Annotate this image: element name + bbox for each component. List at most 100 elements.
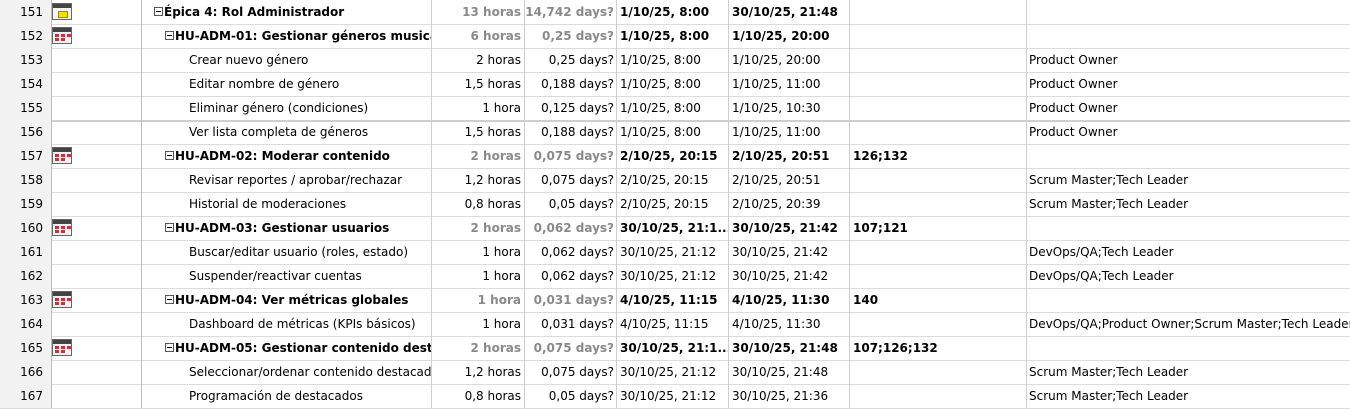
task-name-cell[interactable]: Editar nombre de género	[142, 72, 432, 96]
task-name-cell[interactable]: Eliminar género (condiciones)	[142, 96, 432, 120]
finish-cell[interactable]: 2/10/25, 20:39	[729, 192, 850, 216]
work-cell[interactable]: 0,8 horas	[432, 192, 525, 216]
task-row[interactable]: 151 Épica 4: Rol Administrador 13 horas 14,…	[0, 0, 1350, 25]
task-row[interactable]: 153 Crear nuevo género 2 horas 0,25 days? 1/…	[0, 48, 1350, 73]
start-cell[interactable]: 4/10/25, 11:15	[617, 288, 729, 312]
resource-names-cell[interactable]: DevOps/QA;Tech Leader	[1029, 269, 1174, 283]
duration-cell[interactable]: 0,062 days?	[525, 240, 617, 264]
work-cell[interactable]: 1 hora	[432, 240, 525, 264]
task-row[interactable]: 165 HU-ADM-05: Gestionar contenido desta 2…	[0, 336, 1350, 361]
resource-names-cell[interactable]	[1027, 216, 1350, 240]
task-name-cell[interactable]: Revisar reportes / aprobar/rechazar	[142, 168, 432, 192]
resource-names-cell[interactable]: Product Owner	[1029, 53, 1118, 67]
start-cell[interactable]: 1/10/25, 8:00	[617, 24, 729, 48]
resource-names-cell[interactable]: Product Owner	[1029, 77, 1118, 91]
finish-cell[interactable]: 1/10/25, 20:00	[729, 24, 850, 48]
finish-cell[interactable]: 30/10/25, 21:42	[729, 216, 850, 240]
work-cell[interactable]: 13 horas	[432, 0, 525, 24]
predecessors-cell[interactable]	[850, 72, 1027, 96]
finish-cell[interactable]: 1/10/25, 20:00	[729, 48, 850, 72]
work-cell[interactable]: 6 horas	[432, 24, 525, 48]
row-id-cell[interactable]: 161	[0, 240, 52, 264]
finish-cell[interactable]: 30/10/25, 21:48	[729, 336, 850, 360]
resource-names-cell[interactable]: DevOps/QA;Tech Leader	[1029, 245, 1174, 259]
duration-cell[interactable]: 14,742 days?	[525, 0, 617, 24]
resource-names-cell[interactable]: Scrum Master;Tech Leader	[1029, 173, 1189, 187]
task-row[interactable]: 159 Historial de moderaciones 0,8 horas 0,0…	[0, 192, 1350, 217]
duration-cell[interactable]: 0,05 days?	[525, 384, 617, 408]
collapse-toggle-icon[interactable]	[165, 31, 174, 40]
start-cell[interactable]: 30/10/25, 21:12	[617, 240, 729, 264]
row-id-cell[interactable]: 163	[0, 288, 52, 312]
start-cell[interactable]: 30/10/25, 21:12	[617, 264, 729, 288]
predecessors-cell[interactable]	[850, 384, 1027, 408]
duration-cell[interactable]: 0,031 days?	[525, 312, 617, 336]
finish-cell[interactable]: 2/10/25, 20:51	[729, 144, 850, 168]
work-cell[interactable]: 1,2 horas	[432, 360, 525, 384]
task-row[interactable]: 154 Editar nombre de género 1,5 horas 0,188…	[0, 72, 1350, 97]
row-id-cell[interactable]: 157	[0, 144, 52, 168]
start-cell[interactable]: 2/10/25, 20:15	[617, 144, 729, 168]
finish-cell[interactable]: 1/10/25, 10:30	[729, 96, 850, 120]
row-id-cell[interactable]: 167	[0, 384, 52, 408]
predecessors-cell[interactable]	[850, 192, 1027, 216]
work-cell[interactable]: 2 horas	[432, 48, 525, 72]
duration-cell[interactable]: 0,031 days?	[525, 288, 617, 312]
predecessors-cell[interactable]	[850, 24, 1027, 48]
predecessors-cell[interactable]	[850, 240, 1027, 264]
task-name-cell[interactable]: HU-ADM-01: Gestionar géneros musical	[142, 24, 432, 48]
task-name-cell[interactable]: HU-ADM-02: Moderar contenido	[142, 144, 432, 168]
row-id-cell[interactable]: 151	[0, 0, 52, 24]
start-cell[interactable]: 2/10/25, 20:15	[617, 192, 729, 216]
row-id-cell[interactable]: 152	[0, 24, 52, 48]
task-row[interactable]: 157 HU-ADM-02: Moderar contenido 2 horas 0,…	[0, 144, 1350, 169]
resource-names-cell[interactable]: Product Owner	[1029, 101, 1118, 115]
duration-cell[interactable]: 0,188 days?	[525, 120, 617, 144]
task-row[interactable]: 162 Suspender/reactivar cuentas 1 hora 0,06…	[0, 264, 1350, 289]
row-id-cell[interactable]: 166	[0, 360, 52, 384]
task-name-cell[interactable]: Programación de destacados	[142, 384, 432, 408]
work-cell[interactable]: 1 hora	[432, 96, 525, 120]
row-id-cell[interactable]: 164	[0, 312, 52, 336]
predecessors-cell[interactable]: 107;126;132	[850, 336, 1027, 360]
task-row[interactable]: 158 Revisar reportes / aprobar/rechazar 1,…	[0, 168, 1350, 193]
finish-cell[interactable]: 30/10/25, 21:42	[729, 240, 850, 264]
task-row[interactable]: 167 Programación de destacados 0,8 horas 0,…	[0, 384, 1350, 409]
resource-names-cell[interactable]	[1027, 144, 1350, 168]
finish-cell[interactable]: 4/10/25, 11:30	[729, 288, 850, 312]
collapse-toggle-icon[interactable]	[165, 223, 174, 232]
duration-cell[interactable]: 0,25 days?	[525, 48, 617, 72]
predecessors-cell[interactable]	[850, 168, 1027, 192]
row-id-cell[interactable]: 162	[0, 264, 52, 288]
resource-names-cell[interactable]	[1027, 24, 1350, 48]
duration-cell[interactable]: 0,125 days?	[525, 96, 617, 120]
work-cell[interactable]: 1,2 horas	[432, 168, 525, 192]
task-name-cell[interactable]: Ver lista completa de géneros	[142, 120, 432, 144]
task-row[interactable]: 160 HU-ADM-03: Gestionar usuarios 2 horas 0…	[0, 216, 1350, 241]
finish-cell[interactable]: 30/10/25, 21:48	[729, 360, 850, 384]
collapse-toggle-icon[interactable]	[165, 295, 174, 304]
row-id-cell[interactable]: 165	[0, 336, 52, 360]
duration-cell[interactable]: 0,075 days?	[525, 144, 617, 168]
duration-cell[interactable]: 0,075 days?	[525, 336, 617, 360]
finish-cell[interactable]: 30/10/25, 21:48	[729, 0, 850, 24]
row-id-cell[interactable]: 155	[0, 96, 52, 120]
duration-cell[interactable]: 0,25 days?	[525, 24, 617, 48]
resource-names-cell[interactable]: Scrum Master;Tech Leader	[1029, 389, 1189, 403]
task-name-cell[interactable]: HU-ADM-04: Ver métricas globales	[142, 288, 432, 312]
task-name-cell[interactable]: Crear nuevo género	[142, 48, 432, 72]
task-name-cell[interactable]: HU-ADM-05: Gestionar contenido desta	[142, 336, 432, 360]
predecessors-cell[interactable]: 140	[850, 288, 1027, 312]
task-name-cell[interactable]: Historial de moderaciones	[142, 192, 432, 216]
predecessors-cell[interactable]	[850, 96, 1027, 120]
task-row[interactable]: 156 Ver lista completa de géneros 1,5 hora…	[0, 120, 1350, 145]
task-name-cell[interactable]: Buscar/editar usuario (roles, estado)	[142, 240, 432, 264]
finish-cell[interactable]: 30/10/25, 21:42	[729, 264, 850, 288]
start-cell[interactable]: 1/10/25, 8:00	[617, 0, 729, 24]
duration-cell[interactable]: 0,05 days?	[525, 192, 617, 216]
work-cell[interactable]: 0,8 horas	[432, 384, 525, 408]
duration-cell[interactable]: 0,062 days?	[525, 264, 617, 288]
start-cell[interactable]: 30/10/25, 21:12	[617, 360, 729, 384]
finish-cell[interactable]: 4/10/25, 11:30	[729, 312, 850, 336]
predecessors-cell[interactable]	[850, 0, 1027, 24]
